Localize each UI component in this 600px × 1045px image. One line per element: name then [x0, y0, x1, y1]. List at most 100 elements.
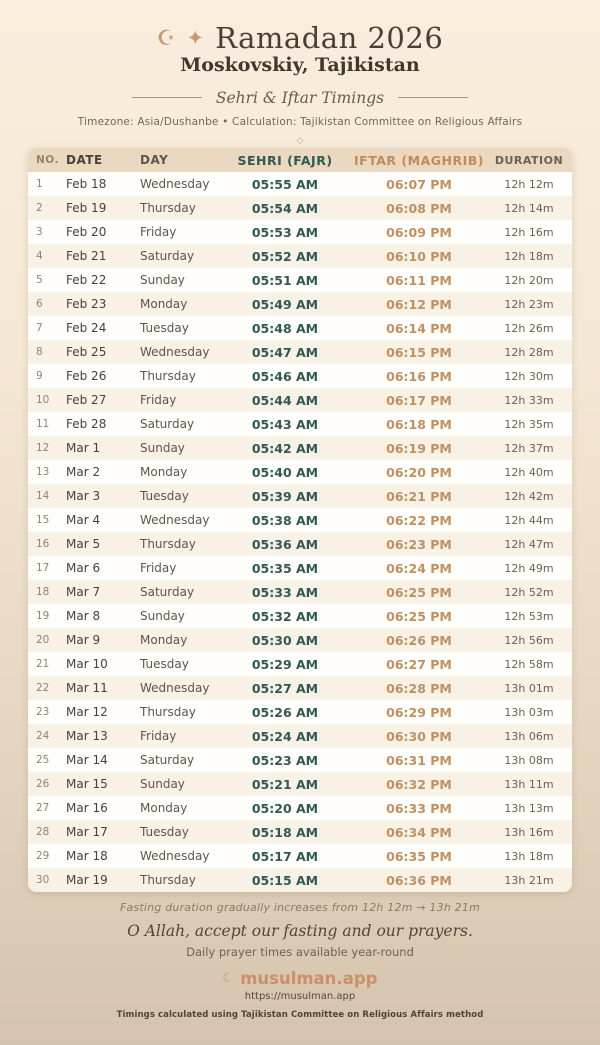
- table-row: 28 Mar 17 Tuesday 05:18 AM 06:34 PM 13h 16m: [28, 820, 572, 844]
- row-sehri-time: 05:20 AM: [251, 800, 319, 816]
- row-date: Feb 25: [66, 345, 107, 359]
- brand-url[interactable]: https://musulman.app: [244, 991, 356, 1002]
- table-row: 30 Mar 19 Thursday 05:15 AM 06:36 PM 13h 21m: [28, 868, 572, 892]
- row-day: Wednesday: [140, 681, 210, 695]
- row-duration: 13h 16m: [504, 825, 554, 839]
- table-row: 10 Feb 27 Friday 05:44 AM 06:17 PM 12h 33m: [28, 388, 572, 412]
- row-date: Mar 12: [66, 705, 108, 719]
- row-day: Sunday: [140, 777, 185, 791]
- row-date: Feb 18: [66, 177, 107, 191]
- col-header-sehri: SEHRI (FAJR): [237, 152, 333, 168]
- row-no: 24: [36, 730, 50, 742]
- row-duration: 12h 58m: [504, 657, 554, 671]
- row-sehri-time: 05:44 AM: [251, 392, 319, 408]
- row-date: Mar 7: [66, 585, 101, 599]
- row-date: Mar 15: [66, 777, 108, 791]
- row-no: 25: [36, 754, 50, 766]
- row-sehri-time: 05:23 AM: [251, 752, 319, 768]
- sparkle-icon: ✦: [186, 26, 209, 50]
- timings-table-card: NO. DATE DAY SEHRI (FAJR) IFTAR (MAGHRIB…: [28, 148, 572, 892]
- row-date: Feb 27: [66, 393, 107, 407]
- row-date: Feb 19: [66, 201, 107, 215]
- row-no: 16: [36, 538, 50, 550]
- row-date: Mar 4: [66, 513, 101, 527]
- table-row: 15 Mar 4 Wednesday 05:38 AM 06:22 PM 12h 44m: [28, 508, 572, 532]
- table-row: 16 Mar 5 Thursday 05:36 AM 06:23 PM 12h 47m: [28, 532, 572, 556]
- page-footer: Fasting duration gradually increases fro…: [0, 901, 600, 1020]
- table-row: 29 Mar 18 Wednesday 05:17 AM 06:35 PM 13h 18m: [28, 844, 572, 868]
- row-duration: 12h 20m: [504, 273, 554, 287]
- row-day: Wednesday: [140, 177, 210, 191]
- row-sehri-time: 05:30 AM: [251, 632, 319, 648]
- row-date: Mar 2: [66, 465, 101, 479]
- location-subtitle: Moskovskiy, Tajikistan: [180, 54, 420, 76]
- row-iftar-time: 06:19 PM: [386, 440, 452, 456]
- row-duration: 12h 37m: [504, 441, 554, 455]
- section-subtitle-row: Sehri & Iftar Timings: [0, 89, 600, 107]
- brand-link[interactable]: ☾ musulman.app: [0, 969, 600, 988]
- row-day: Monday: [140, 801, 188, 815]
- row-day: Sunday: [140, 609, 185, 623]
- table-row: 6 Feb 23 Monday 05:49 AM 06:12 PM 12h 23m: [28, 292, 572, 316]
- row-no: 4: [36, 250, 43, 262]
- row-iftar-time: 06:33 PM: [386, 800, 452, 816]
- page-header: ☪ ✦ Ramadan 2026 Moskovskiy, Tajikistan …: [0, 0, 600, 146]
- calculation-method-note: Timings calculated using Tajikistan Comm…: [116, 1010, 484, 1020]
- table-row: 19 Mar 8 Sunday 05:32 AM 06:25 PM 12h 53m: [28, 604, 572, 628]
- table-header-row: NO. DATE DAY SEHRI (FAJR) IFTAR (MAGHRIB…: [28, 148, 572, 172]
- row-iftar-time: 06:16 PM: [386, 368, 452, 384]
- row-duration: 13h 21m: [504, 873, 554, 887]
- dua-quote: O Allah, accept our fasting and our pray…: [127, 922, 473, 940]
- timezone-calculation-meta: Timezone: Asia/Dushanbe • Calculation: T…: [77, 115, 523, 128]
- row-iftar-time: 06:25 PM: [386, 608, 452, 624]
- row-no: 18: [36, 586, 50, 598]
- row-sehri-time: 05:29 AM: [251, 656, 319, 672]
- availability-note: Daily prayer times available year-round: [186, 945, 414, 959]
- row-day: Saturday: [140, 417, 195, 431]
- row-day: Thursday: [140, 705, 196, 719]
- row-no: 11: [36, 418, 50, 430]
- row-date: Mar 16: [66, 801, 108, 815]
- table-row: 9 Feb 26 Thursday 05:46 AM 06:16 PM 12h 30m: [28, 364, 572, 388]
- row-day: Wednesday: [140, 513, 210, 527]
- row-no: 10: [36, 394, 50, 406]
- row-sehri-time: 05:27 AM: [251, 680, 319, 696]
- row-sehri-time: 05:48 AM: [251, 320, 319, 336]
- row-date: Mar 18: [66, 849, 108, 863]
- row-no: 20: [36, 634, 50, 646]
- table-row: 5 Feb 22 Sunday 05:51 AM 06:11 PM 12h 20m: [28, 268, 572, 292]
- table-row: 24 Mar 13 Friday 05:24 AM 06:30 PM 13h 06m: [28, 724, 572, 748]
- row-date: Feb 21: [66, 249, 107, 263]
- divider-line-left: [131, 97, 202, 99]
- row-date: Mar 11: [66, 681, 108, 695]
- brand-name: musulman.app: [240, 969, 378, 988]
- row-day: Thursday: [140, 369, 196, 383]
- row-iftar-time: 06:23 PM: [386, 536, 452, 552]
- row-iftar-time: 06:09 PM: [386, 224, 452, 240]
- table-row: 26 Mar 15 Sunday 05:21 AM 06:32 PM 13h 11m: [28, 772, 572, 796]
- row-date: Feb 26: [66, 369, 107, 383]
- row-day: Monday: [140, 465, 188, 479]
- row-date: Mar 9: [66, 633, 101, 647]
- row-no: 3: [36, 226, 43, 238]
- row-iftar-time: 06:32 PM: [386, 776, 452, 792]
- row-duration: 12h 28m: [504, 345, 554, 359]
- row-day: Sunday: [140, 441, 185, 455]
- table-row: 14 Mar 3 Tuesday 05:39 AM 06:21 PM 12h 42m: [28, 484, 572, 508]
- col-header-day: DAY: [140, 153, 169, 167]
- row-sehri-time: 05:36 AM: [251, 536, 319, 552]
- row-date: Mar 3: [66, 489, 101, 503]
- row-duration: 13h 03m: [504, 705, 554, 719]
- page-title: Ramadan 2026: [215, 21, 444, 55]
- row-sehri-time: 05:15 AM: [251, 872, 319, 888]
- row-duration: 12h 56m: [504, 633, 554, 647]
- row-duration: 12h 47m: [504, 537, 554, 551]
- table-row: 22 Mar 11 Wednesday 05:27 AM 06:28 PM 13h 01m: [28, 676, 572, 700]
- row-no: 1: [36, 178, 43, 190]
- row-sehri-time: 05:53 AM: [251, 224, 319, 240]
- row-duration: 12h 49m: [504, 561, 554, 575]
- row-day: Thursday: [140, 201, 196, 215]
- table-row: 12 Mar 1 Sunday 05:42 AM 06:19 PM 12h 37m: [28, 436, 572, 460]
- table-body: 1 Feb 18 Wednesday 05:55 AM 06:07 PM 12h 12m 2…: [28, 172, 572, 892]
- table-row: 13 Mar 2 Monday 05:40 AM 06:20 PM 12h 40m: [28, 460, 572, 484]
